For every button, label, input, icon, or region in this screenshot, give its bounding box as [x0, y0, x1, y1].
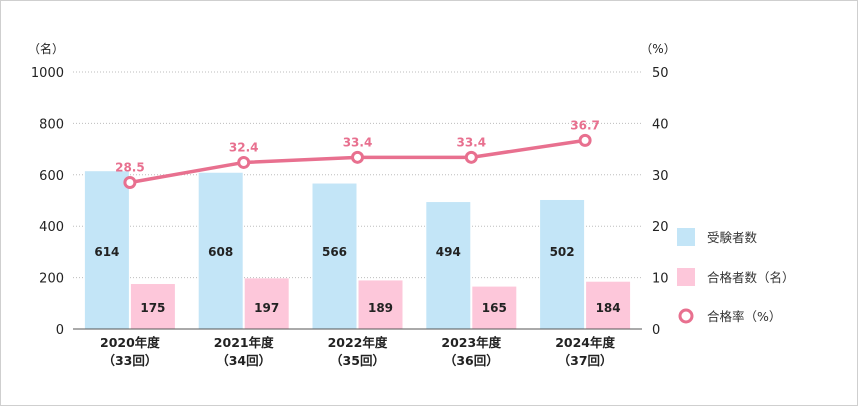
x-tick-label: 2020年度 — [100, 335, 160, 350]
bar-applicants — [426, 202, 471, 329]
bar-applicants — [312, 183, 357, 329]
bar-applicants — [84, 171, 129, 329]
rate-label: 36.7 — [570, 118, 600, 132]
rate-point — [464, 150, 478, 164]
x-tick-sublabel: （35回） — [330, 353, 385, 368]
bar-label-applicants: 494 — [436, 245, 461, 259]
y-left-tick-label: 0 — [56, 323, 64, 338]
bar-label-passers: 165 — [482, 301, 507, 315]
rate-point — [578, 133, 592, 147]
y-left-tick-label: 800 — [39, 117, 64, 132]
y-left-tick-label: 400 — [39, 220, 64, 235]
bar-label-passers: 184 — [596, 301, 621, 315]
bar-passers — [358, 280, 403, 329]
data-labels: 614 175 608 197 566 189 494 165 502 184 28.5 32.4 33… — [94, 118, 620, 315]
y-left-tick-label: 600 — [39, 169, 64, 184]
axes: 0 0 200 10 400 20 600 30 800 40 1000 50 （名） （%） 2020年度… — [28, 41, 676, 368]
bar-label-applicants: 608 — [208, 245, 233, 259]
rate-point — [237, 155, 251, 169]
legend-marker-rate — [678, 308, 694, 324]
bar-applicants — [198, 172, 243, 329]
bar-label-passers: 175 — [140, 301, 165, 315]
y-right-tick-label: 20 — [652, 220, 669, 235]
y-right-unit: （%） — [640, 42, 675, 56]
rate-label: 32.4 — [229, 140, 259, 154]
rate-line — [123, 133, 592, 190]
x-tick-sublabel: （36回） — [444, 353, 499, 368]
y-right-tick-label: 40 — [652, 117, 669, 132]
bar-passers — [586, 281, 631, 329]
y-right-tick-label: 0 — [652, 323, 660, 338]
y-left-tick-label: 200 — [39, 272, 64, 287]
legend-label-passers: 合格者数（名） — [707, 270, 795, 285]
x-tick-sublabel: （37回） — [558, 353, 613, 368]
bar-label-applicants: 502 — [550, 245, 575, 259]
bar-applicants — [540, 199, 585, 329]
rate-point — [351, 150, 364, 164]
rate-label: 33.4 — [343, 135, 373, 149]
legend-label-applicants: 受験者数 — [707, 230, 758, 245]
rate-label: 33.4 — [456, 135, 486, 149]
rate-point — [123, 176, 137, 190]
legend-swatch-applicants — [677, 228, 695, 246]
legend-swatch-passers — [677, 268, 695, 286]
x-tick-label: 2023年度 — [441, 335, 501, 350]
legend-label-rate: 合格率（%） — [707, 309, 781, 324]
bar-label-passers: 197 — [254, 301, 279, 315]
x-tick-label: 2022年度 — [328, 335, 388, 350]
bar-passers — [472, 286, 517, 329]
y-right-tick-label: 30 — [652, 169, 669, 184]
bars — [84, 171, 631, 329]
x-tick-sublabel: （34回） — [216, 353, 271, 368]
y-left-tick-label: 1000 — [31, 66, 64, 81]
x-tick-sublabel: （33回） — [102, 353, 157, 368]
y-right-tick-label: 10 — [652, 272, 669, 287]
y-right-tick-label: 50 — [652, 66, 669, 81]
bar-passers — [130, 284, 175, 329]
rate-label: 28.5 — [115, 161, 145, 175]
bar-label-passers: 189 — [368, 301, 393, 315]
x-tick-label: 2024年度 — [555, 335, 615, 350]
bar-label-applicants: 566 — [322, 245, 347, 259]
x-tick-label: 2021年度 — [214, 335, 274, 350]
bar-passers — [244, 278, 289, 329]
y-left-unit: （名） — [28, 41, 64, 56]
bar-label-applicants: 614 — [94, 245, 119, 259]
